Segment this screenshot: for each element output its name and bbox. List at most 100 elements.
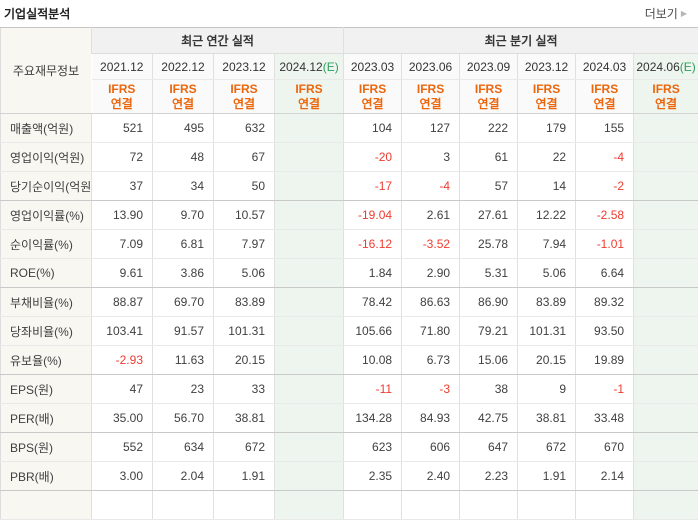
row-label: 영업이익(억원) [1,143,92,172]
table-cell: 10.08 [344,346,402,375]
period-header: 2024.06(E) [634,54,698,80]
table-cell: 6.73 [402,346,460,375]
table-cell: 10.57 [214,201,275,230]
table-cell [275,114,344,143]
table-cell: 5.31 [460,259,518,288]
table-cell: 179 [518,114,576,143]
ifrs-label-line2: 연결 [594,97,616,111]
row-label: 당좌비율(%) [1,317,92,346]
period-label: 2024.03 [583,60,626,74]
period-label: 2023.09 [467,60,510,74]
row-label: 순이익률(%) [1,230,92,259]
table-row [1,491,698,520]
table-cell: 15.06 [460,346,518,375]
period-label: 2023.12 [222,60,265,74]
table-cell [402,491,460,520]
table-cell: 6.64 [576,259,634,288]
table-cell: 632 [214,114,275,143]
table-cell [275,433,344,462]
table-cell: -17 [344,172,402,201]
period-header: 2024.03 [576,54,634,80]
table-cell: 521 [92,114,153,143]
row-label: 영업이익률(%) [1,201,92,230]
ifrs-label-line2: 연결 [362,97,384,111]
table-cell: 56.70 [153,404,214,433]
table-cell: 20.15 [214,346,275,375]
table-cell [634,230,698,259]
ifrs-label-line2: 연결 [233,97,255,111]
ifrs-label-line1: IFRS [108,82,135,96]
table-cell [344,491,402,520]
table-cell: 23 [153,375,214,404]
period-label: 2022.12 [161,60,204,74]
table-cell [634,491,698,520]
ifrs-label-line2: 연결 [111,97,133,111]
period-header: 2023.03 [344,54,402,80]
table-cell [275,462,344,491]
table-cell: -2.93 [92,346,153,375]
table-cell: 634 [153,433,214,462]
table-cell: 37 [92,172,153,201]
more-label: 더보기 [645,5,678,22]
table-cell [153,491,214,520]
table-cell: 3 [402,143,460,172]
period-label: 2023.03 [351,60,394,74]
table-cell: 670 [576,433,634,462]
table-cell: -3 [402,375,460,404]
table-cell [634,317,698,346]
period-header: 2023.06 [402,54,460,80]
table-cell: 38 [460,375,518,404]
table-cell: 2.04 [153,462,214,491]
table-cell: 78.42 [344,288,402,317]
table-cell: 1.84 [344,259,402,288]
table-cell: 7.97 [214,230,275,259]
table-cell: 34 [153,172,214,201]
table-cell [275,346,344,375]
period-header: 2022.12 [153,54,214,80]
table-cell [275,230,344,259]
table-cell: 9.70 [153,201,214,230]
table-cell: 3.86 [153,259,214,288]
table-cell: 11.63 [153,346,214,375]
period-label: 2024.12 [279,60,322,74]
table-cell: 2.23 [460,462,518,491]
table-cell: 672 [518,433,576,462]
row-label: 매출액(억원) [1,114,92,143]
table-cell: -3.52 [402,230,460,259]
table-cell [460,491,518,520]
table-cell: 2.35 [344,462,402,491]
table-cell: 127 [402,114,460,143]
table-cell [214,491,275,520]
table-cell: 27.61 [460,201,518,230]
table-cell: 72 [92,143,153,172]
ifrs-label-line2: 연결 [478,97,500,111]
row-label: PER(배) [1,404,92,433]
more-link[interactable]: 더보기 ▶ [645,5,695,22]
table-cell [275,317,344,346]
table-cell: 672 [214,433,275,462]
table-cell [634,259,698,288]
table-cell: 2.40 [402,462,460,491]
table-cell [634,346,698,375]
ifrs-label-line1: IFRS [169,82,196,96]
table-cell: 61 [460,143,518,172]
table-cell [634,172,698,201]
table-cell: 2.14 [576,462,634,491]
table-cell: 623 [344,433,402,462]
table-cell: 155 [576,114,634,143]
table-cell [275,259,344,288]
period-header: 2023.12 [214,54,275,80]
table-cell: 35.00 [92,404,153,433]
table-cell: 13.90 [92,201,153,230]
table-cell: 7.09 [92,230,153,259]
